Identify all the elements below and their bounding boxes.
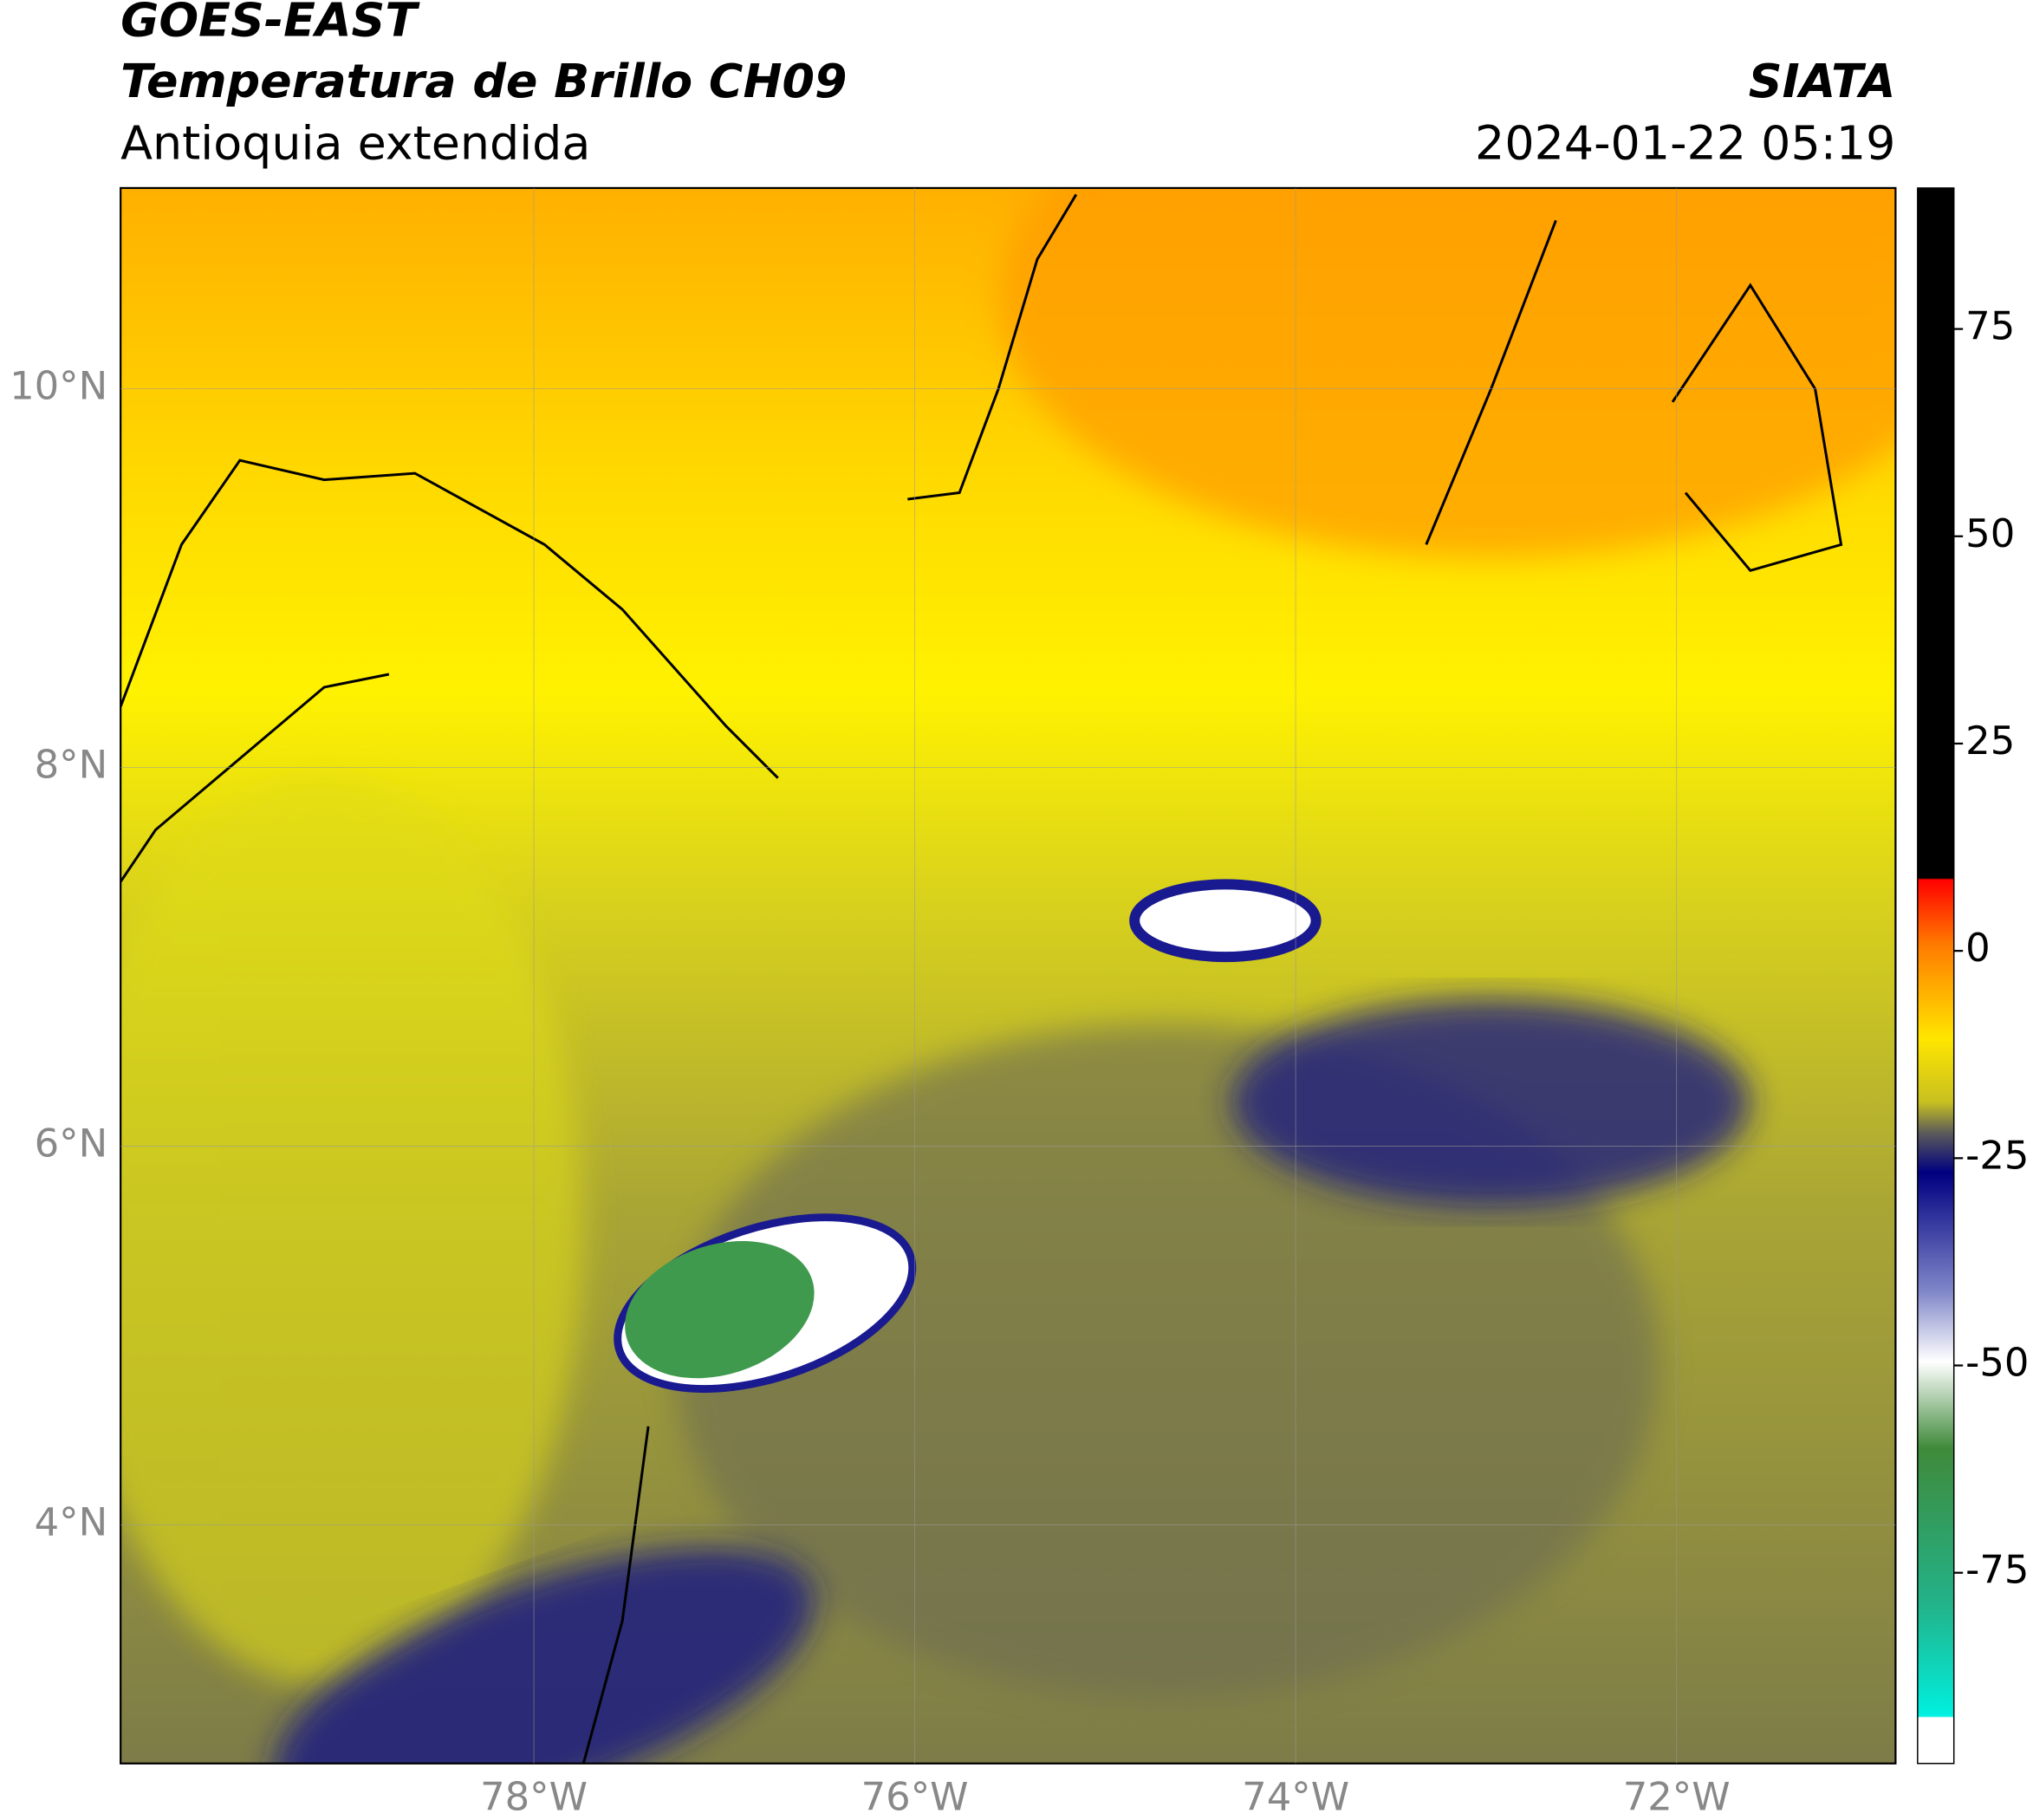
warm-area — [120, 777, 584, 1686]
colorbar-tick-label: -25 — [1965, 1132, 2029, 1178]
colorbar-tick-label: 25 — [1965, 718, 2015, 764]
cloud — [1231, 998, 1750, 1206]
agency: SIATA — [1749, 54, 1896, 108]
y-tick-label: 6°N — [35, 1120, 108, 1166]
cloud — [1129, 879, 1322, 963]
x-tick-label: 72°W — [1623, 1774, 1731, 1820]
warm-area — [998, 187, 1896, 558]
x-tick-label: 78°W — [480, 1774, 588, 1820]
cloud-core — [625, 1240, 815, 1379]
region: Antioquia extendida — [120, 116, 590, 171]
imagery — [120, 187, 1896, 1764]
colorbar-tick-label: 50 — [1965, 510, 2015, 556]
x-tick-label: 76°W — [861, 1774, 969, 1820]
y-tick-label: 4°N — [35, 1498, 108, 1544]
map-frame — [120, 186, 1897, 1765]
colorbar — [1917, 187, 1955, 1765]
y-tick-label: 8°N — [35, 742, 108, 788]
colorbar-tick-label: -50 — [1965, 1340, 2029, 1386]
product: Temperatura de Brillo CH09 — [120, 54, 847, 108]
colorbar-tick-label: 75 — [1965, 303, 2015, 349]
satellite: GOES-EAST — [120, 0, 420, 48]
colorbar-tick-label: 0 — [1965, 925, 1991, 971]
x-tick-label: 74°W — [1242, 1774, 1349, 1820]
datetime: 2024-01-22 05:19 — [1475, 116, 1895, 171]
colorbar-tick-label: -75 — [1965, 1547, 2029, 1593]
cloud — [274, 1547, 815, 1764]
y-tick-label: 10°N — [10, 363, 107, 409]
